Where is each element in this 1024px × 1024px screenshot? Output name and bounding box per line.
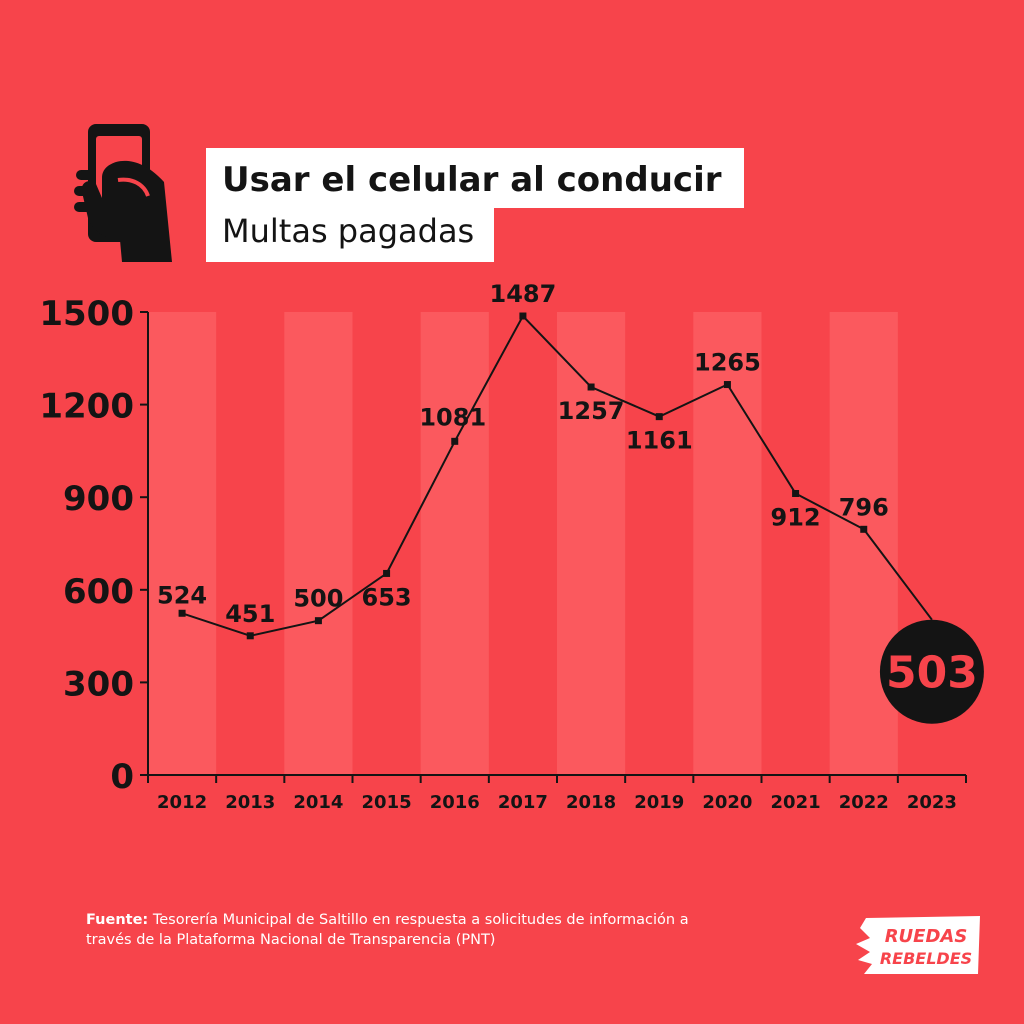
x-tick-label: 2016 [430,792,480,813]
data-point [723,381,731,389]
x-tick-label: 2023 [907,792,957,813]
x-tick-label: 2020 [702,792,752,813]
subtitle-box: Multas pagadas [206,206,495,262]
highlight-circle [879,619,984,724]
data-point [314,617,322,625]
data-label: 653 [362,583,412,611]
column-band [420,312,489,775]
column-band [693,312,762,775]
x-tick-label: 2013 [225,792,275,813]
column-band [216,312,284,775]
column-band [489,312,557,775]
x-tick-label: 2014 [293,792,343,813]
data-label: 912 [771,503,821,531]
data-point [246,632,254,640]
column-band [148,312,217,775]
data-label: 524 [157,581,207,609]
data-point [860,525,868,533]
source-label: Fuente: [86,912,149,928]
x-tick-label: 2022 [839,792,889,813]
data-label: 796 [839,493,889,521]
column-band [557,312,626,775]
ruedas-rebeldes-logo: RUEDAS REBELDES [856,916,980,974]
data-label: 1257 [558,397,625,425]
logo-line-1: RUEDAS [885,926,968,947]
data-point [451,437,459,445]
highlight-value: 503 [886,648,978,699]
chart-title: Usar el celular al conducir [222,160,722,200]
column-band [353,312,421,775]
x-tick-label: 2018 [566,792,616,813]
data-point [587,383,595,391]
data-label: 1265 [694,349,761,377]
chart-subtitle: Multas pagadas [222,212,475,250]
data-point [792,489,800,497]
y-tick-label: 900 [63,479,134,519]
y-tick-label: 600 [63,572,134,612]
data-label: 451 [225,600,275,628]
data-point [383,569,391,577]
data-label: 1161 [626,427,693,455]
data-label: 500 [293,585,343,613]
data-label: 1487 [490,280,557,308]
data-point [178,609,186,617]
y-tick-label: 0 [110,757,134,797]
y-tick-label: 1500 [39,294,134,334]
data-label: 1081 [419,403,486,431]
x-tick-label: 2015 [362,792,412,813]
source-text: Tesorería Municipal de Saltillo en respu… [86,912,689,948]
x-tick-label: 2019 [634,792,684,813]
series-line [181,314,933,637]
data-point [655,413,663,421]
title-box: Usar el celular al conducir [206,148,744,208]
logo-line-2: REBELDES [880,949,972,968]
x-tick-label: 2012 [157,792,207,813]
column-band [762,312,830,775]
x-tick-label: 2021 [771,792,821,813]
y-tick-label: 1200 [39,387,134,427]
data-point [519,312,527,320]
source-note: Fuente: Tesorería Municipal de Saltillo … [86,910,726,950]
y-tick-label: 300 [63,664,134,704]
column-band [284,312,353,775]
x-tick-label: 2017 [498,792,548,813]
hand-holding-phone-icon [74,124,172,262]
column-band [625,312,693,775]
column-band [829,312,898,775]
